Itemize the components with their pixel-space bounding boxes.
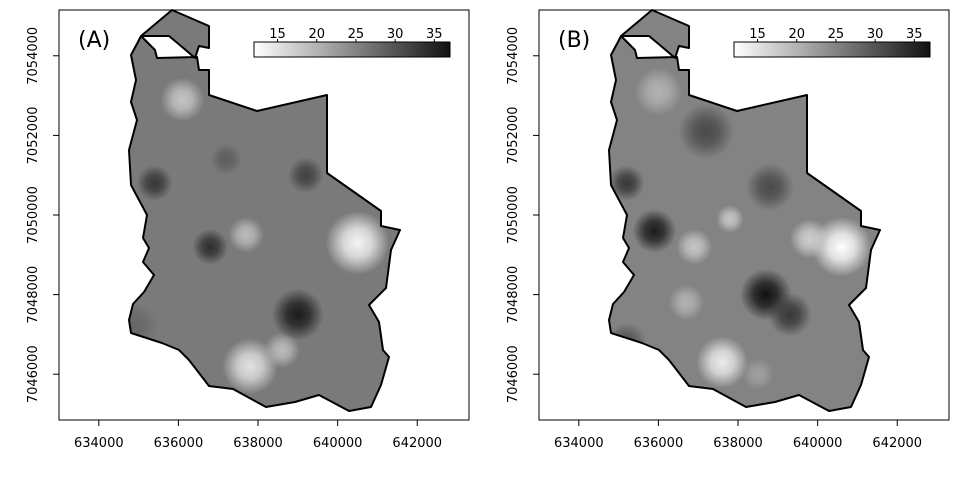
- x-tick-label: 640000: [313, 436, 363, 451]
- field-feature: [609, 165, 645, 202]
- colorbar-tick-label: 15: [269, 27, 286, 42]
- panel-b-y-axis: 7046000 7048000 7050000 7052000 7054000: [506, 27, 540, 403]
- field-feature: [745, 163, 794, 212]
- y-tick-label: 7050000: [506, 186, 521, 244]
- colorbar-tick-label: 25: [348, 27, 365, 42]
- panel-b-colorbar: 15 20 25 30 35: [733, 27, 931, 58]
- field-feature: [222, 338, 278, 395]
- field-feature: [716, 205, 744, 233]
- field-feature: [696, 336, 748, 389]
- y-tick-label: 7046000: [26, 345, 41, 403]
- field-feature: [325, 211, 390, 275]
- colorbar-tick-label: 35: [906, 27, 923, 42]
- panel-b: (B) 15 20 25 30 35 634000 636000 638000 640000 6…: [506, 9, 950, 451]
- x-tick-label: 638000: [233, 436, 283, 451]
- x-tick-label: 642000: [872, 436, 922, 451]
- colorbar-tick-label: 30: [867, 27, 884, 42]
- colorbar-tick-label: 20: [308, 27, 325, 42]
- field-feature: [136, 165, 173, 202]
- panel-a-colorbar: 15 20 25 30 35: [253, 27, 451, 58]
- field-feature: [742, 358, 774, 391]
- field-feature: [676, 228, 713, 265]
- x-tick-label: 642000: [392, 436, 442, 451]
- field-feature: [271, 288, 324, 341]
- colorbar-tick-label: 35: [426, 27, 443, 42]
- y-tick-label: 7050000: [26, 186, 41, 244]
- panel-b-label: (B): [558, 28, 590, 53]
- y-tick-label: 7052000: [26, 106, 41, 164]
- colorbar-tick-label: 20: [788, 27, 805, 42]
- panel-a-field-features: [129, 77, 390, 395]
- colorbar-tick-label: 15: [749, 27, 766, 42]
- field-feature: [192, 228, 229, 265]
- field-feature: [789, 218, 830, 259]
- panel-a-label: (A): [78, 28, 110, 53]
- x-tick-label: 634000: [554, 436, 604, 451]
- x-tick-label: 636000: [154, 436, 204, 451]
- panel-a-study-area-outline: [128, 9, 401, 412]
- panel-b-x-axis: 634000 636000 638000 640000 642000: [554, 419, 922, 451]
- field-feature: [668, 284, 705, 321]
- x-tick-label: 640000: [793, 436, 843, 451]
- panel-a: (A) 15 20 25 30 35 634000 636000 638000 640000 6…: [26, 9, 470, 451]
- field-feature: [678, 103, 735, 160]
- field-feature: [632, 209, 677, 253]
- panel-b-study-area-outline: [608, 9, 881, 412]
- y-tick-label: 7054000: [26, 27, 41, 85]
- colorbar-ramp: [253, 41, 451, 58]
- y-tick-label: 7052000: [506, 106, 521, 164]
- field-feature: [634, 67, 683, 116]
- panel-a-y-axis: 7046000 7048000 7050000 7052000 7054000: [26, 27, 60, 403]
- colorbar-ramp: [733, 41, 931, 58]
- field-feature: [264, 332, 300, 369]
- field-feature: [160, 77, 205, 122]
- y-tick-label: 7048000: [506, 266, 521, 324]
- x-tick-label: 636000: [634, 436, 684, 451]
- field-feature: [767, 292, 812, 337]
- panel-a-x-axis: 634000 636000 638000 640000 642000: [74, 419, 442, 451]
- x-tick-label: 634000: [74, 436, 124, 451]
- field-feature: [228, 216, 264, 253]
- y-tick-label: 7048000: [26, 266, 41, 324]
- y-tick-label: 7054000: [506, 27, 521, 85]
- colorbar-tick-label: 25: [828, 27, 845, 42]
- field-feature: [287, 157, 324, 194]
- x-tick-label: 638000: [713, 436, 763, 451]
- colorbar-tick-label: 30: [387, 27, 404, 42]
- field-feature: [210, 143, 243, 176]
- y-tick-label: 7046000: [506, 345, 521, 403]
